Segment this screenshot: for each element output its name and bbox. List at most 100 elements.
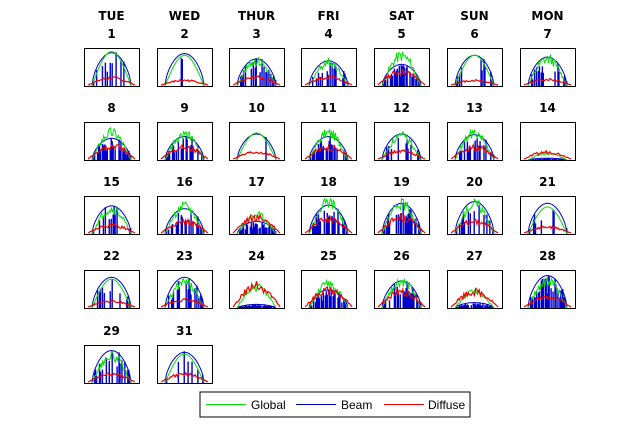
day-label: 1	[107, 27, 115, 41]
beam-spike	[458, 151, 461, 160]
beam-spike	[114, 149, 116, 160]
beam-series	[91, 349, 132, 384]
beam-spike	[116, 208, 118, 234]
beam-spike	[558, 71, 560, 86]
day-label: 20	[466, 175, 483, 189]
beam-spike	[197, 369, 199, 383]
beam-spike	[404, 292, 406, 308]
beam-spike	[187, 361, 189, 383]
beam-spike	[403, 66, 405, 86]
beam-spike	[328, 215, 330, 234]
beam-spike	[542, 72, 545, 86]
beam-spike	[176, 289, 179, 308]
beam-spike	[321, 148, 324, 160]
beam-spike	[123, 147, 125, 160]
beam-spike	[240, 306, 243, 308]
beam-spike	[102, 145, 105, 160]
beam-spike	[530, 299, 533, 308]
day-label: 2	[180, 27, 188, 41]
beam-spike	[386, 149, 389, 160]
beam-spike	[187, 289, 189, 308]
beam-spike	[325, 221, 327, 234]
panel-day-28: 28	[520, 249, 576, 309]
panel-day-26: 26	[374, 249, 430, 309]
beam-spike	[123, 61, 125, 86]
day-label: 28	[539, 249, 556, 263]
beam-spike	[407, 148, 409, 160]
beam-spike	[477, 303, 479, 308]
beam-spike	[342, 217, 344, 234]
beam-spike	[93, 152, 96, 160]
diffuse-series	[232, 213, 281, 234]
beam-spikes	[455, 303, 495, 308]
beam-series	[381, 280, 422, 309]
day-label: 5	[397, 27, 405, 41]
diffuse-series	[160, 78, 209, 86]
beam-spike	[185, 283, 187, 308]
panel-day-16: 16	[157, 175, 213, 235]
beam-spike	[480, 305, 482, 308]
beam-spike	[178, 287, 181, 308]
beam-spike	[200, 294, 202, 308]
day-label: 31	[176, 324, 193, 338]
beam-spike	[458, 224, 461, 234]
beam-series	[91, 276, 132, 309]
beam-spike	[194, 288, 196, 308]
beam-spike	[545, 158, 547, 160]
diffuse-series	[232, 281, 281, 308]
beam-series	[527, 274, 568, 309]
beam-spike	[478, 304, 480, 308]
beam-spike	[171, 223, 174, 234]
beam-spike	[488, 306, 490, 308]
beam-spike	[399, 214, 401, 234]
beam-spike	[268, 69, 270, 86]
beam-spike	[540, 159, 543, 160]
beam-spike	[241, 228, 244, 234]
beam-spike	[96, 290, 99, 308]
beam-spike	[411, 293, 413, 308]
weekday-label: WED	[169, 9, 200, 23]
beam-spike	[254, 67, 256, 86]
legend-label-diffuse: Diffuse	[428, 398, 465, 412]
beam-series	[164, 276, 205, 309]
panel-day-17: 17	[229, 175, 285, 235]
panel-day-12: 12	[374, 101, 430, 161]
beam-series	[454, 200, 495, 235]
beam-spike	[101, 369, 104, 383]
beam-spike	[265, 305, 267, 308]
beam-spike	[324, 295, 326, 308]
beam-spike	[323, 210, 326, 234]
panel-day-27: 27	[447, 249, 503, 309]
beam-spike	[126, 154, 128, 160]
panel-day-19: 19	[374, 175, 430, 235]
beam-spike	[250, 222, 253, 234]
beam-spike	[125, 153, 127, 160]
day-label: 29	[103, 324, 120, 338]
panel-day-6: SUN 6	[447, 9, 503, 87]
global-series	[164, 353, 205, 384]
beam-spike	[313, 226, 316, 234]
global-series	[236, 132, 277, 161]
beam-spike	[111, 279, 113, 308]
beam-spike	[128, 370, 130, 383]
beam-spike	[482, 303, 484, 308]
beam-spike	[165, 378, 168, 383]
beam-spike	[268, 226, 270, 234]
beam-spike	[98, 363, 101, 383]
global-series	[308, 127, 349, 161]
beam-series	[236, 303, 277, 309]
beam-spike	[102, 216, 105, 234]
beam-spike	[319, 221, 322, 234]
diffuse-series	[523, 149, 572, 160]
beam-spike	[325, 147, 327, 160]
beam-spike	[559, 297, 561, 308]
beam-spike	[257, 304, 259, 308]
global-series	[381, 131, 422, 161]
beam-spike	[316, 219, 319, 234]
beam-series	[454, 302, 495, 309]
beam-spike	[201, 155, 203, 160]
beam-spikes	[265, 137, 267, 160]
beam-spike	[103, 292, 106, 308]
beam-spike	[459, 306, 462, 308]
